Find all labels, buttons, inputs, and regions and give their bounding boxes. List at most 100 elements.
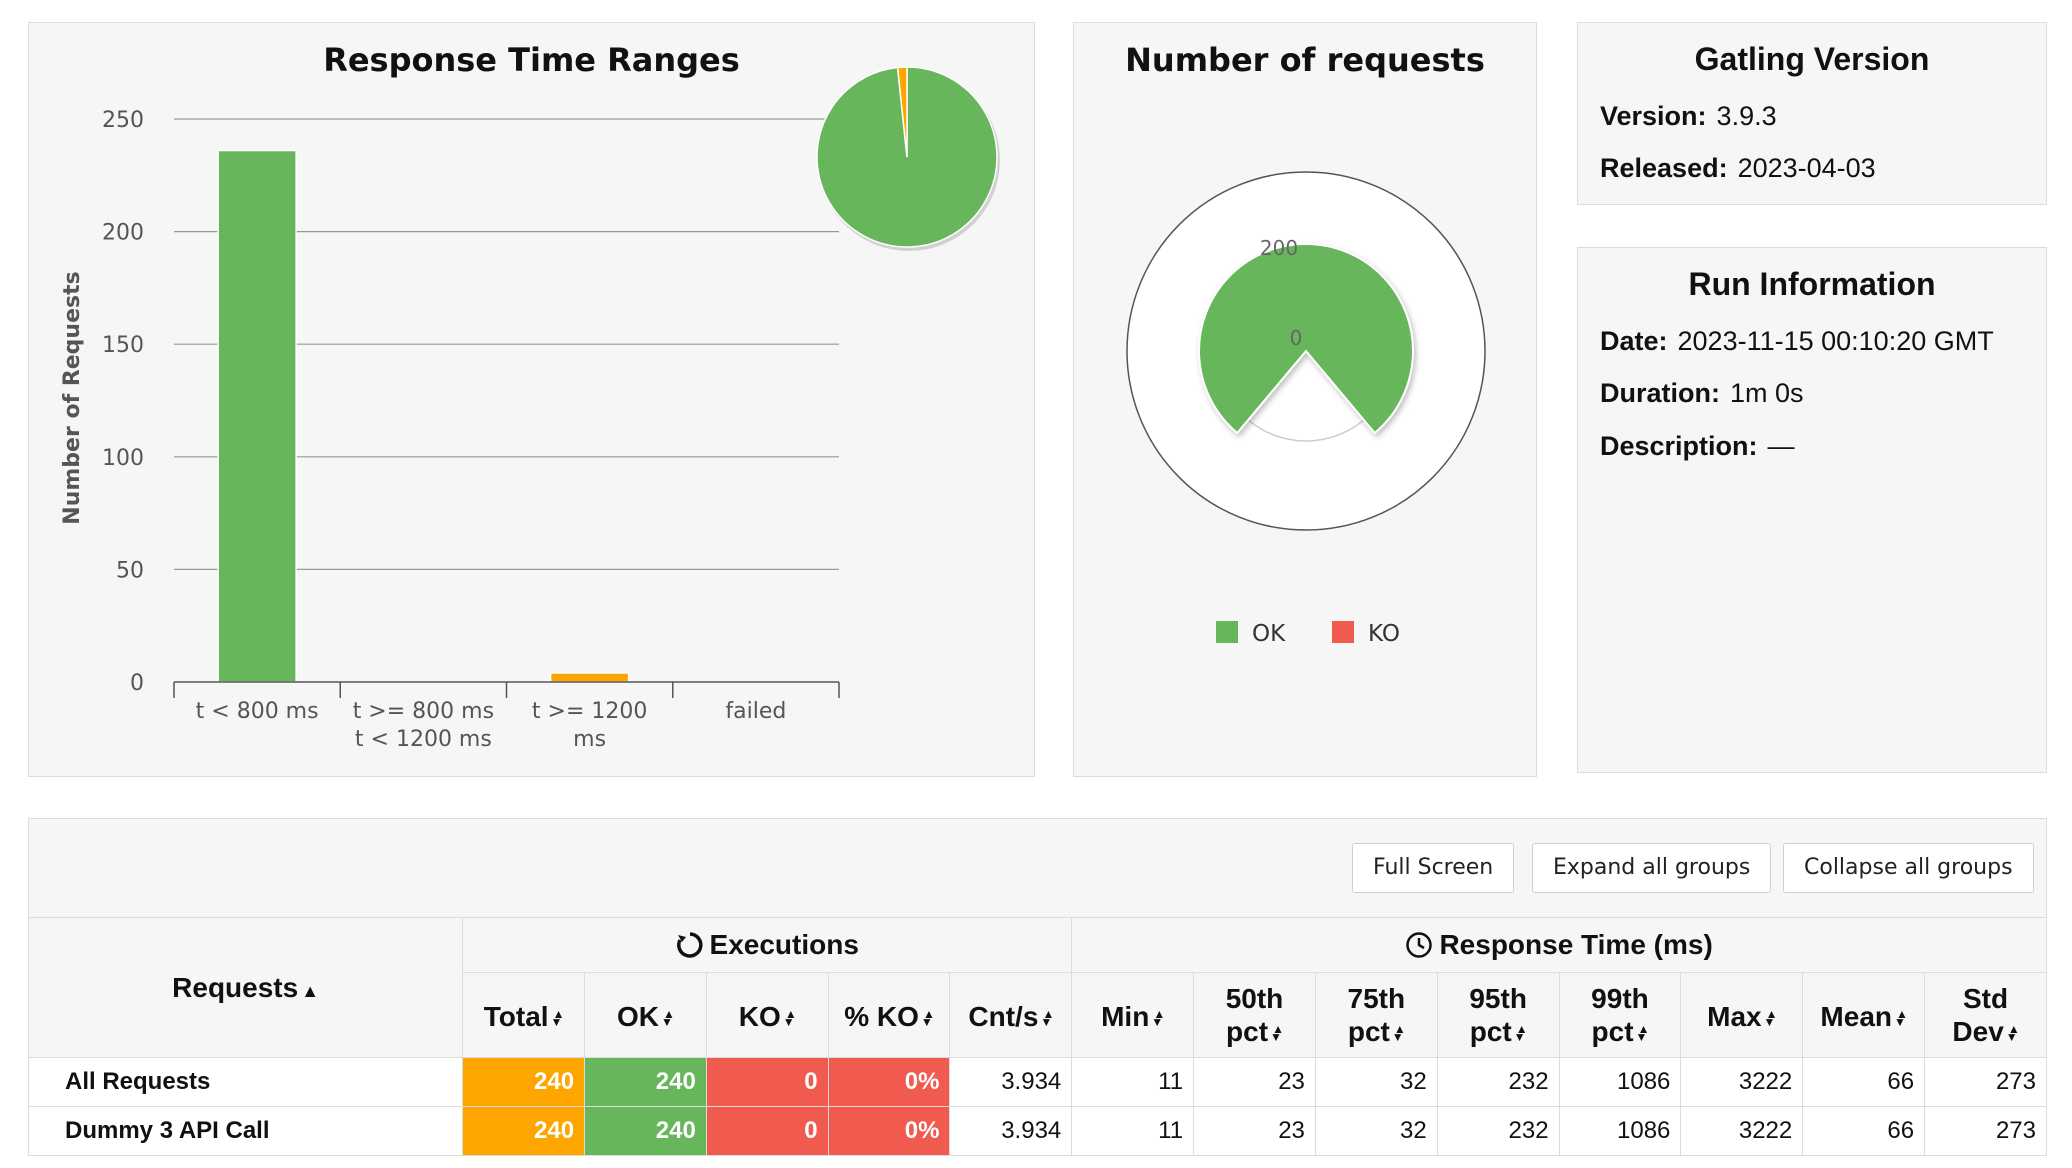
collapse-all-groups-button[interactable]: Collapse all groups: [1783, 843, 2034, 893]
cell-std: 273: [1924, 1057, 2047, 1107]
y-tick-label: 100: [102, 446, 144, 471]
table-row[interactable]: All Requests 240 240 0 0% 3.934 11 23 32 232 1086 3…: [27, 1057, 2047, 1107]
sort-icon: ▲▼: [1269, 1021, 1284, 1044]
cell-std: 273: [1924, 1106, 2047, 1156]
cell-total: 240: [462, 1106, 586, 1156]
column-header-line2: Mean: [1820, 1000, 1892, 1032]
polar-tick-0: 0: [1290, 326, 1303, 350]
column-header-line1: Std: [1962, 982, 2009, 1014]
bar-0[interactable]: [217, 149, 297, 683]
version-value: 3.9.3: [1716, 101, 1777, 131]
cell-min: 11: [1071, 1057, 1195, 1107]
sort-icon: ▲▼: [660, 1006, 675, 1029]
requests-header[interactable]: Requests ▲: [27, 917, 464, 1058]
column-header-line2: Cnt/s: [968, 1000, 1039, 1032]
sort-icon: ▲▼: [1635, 1021, 1650, 1044]
column-header-line2: Max: [1707, 1000, 1762, 1032]
executions-header: Executions: [462, 917, 1073, 973]
ok-slice: [1198, 243, 1414, 435]
cell-ko: 0: [705, 1106, 829, 1156]
date-label: Date:: [1600, 326, 1668, 356]
legend-ko[interactable]: KO: [1332, 621, 1400, 647]
column-header-ok[interactable]: OK ▲▼: [584, 972, 707, 1058]
version-row: Version: 3.9.3: [1600, 101, 1777, 132]
column-header-total[interactable]: Total ▲▼: [462, 972, 586, 1058]
number-of-requests-title: Number of requests: [1125, 41, 1485, 79]
expand-all-groups-button[interactable]: Expand all groups: [1532, 843, 1772, 893]
legend-ko-swatch: [1332, 621, 1354, 643]
cell-mean: 66: [1802, 1106, 1926, 1156]
response-time-ranges-panel: Response Time Ranges 0 50 100 150 200 250 t <…: [28, 22, 1035, 777]
column-header--ko[interactable]: % KO ▲▼: [827, 972, 951, 1058]
y-tick-label: 200: [102, 221, 144, 246]
column-header-ko[interactable]: KO ▲▼: [705, 972, 829, 1058]
sort-icon: ▲▼: [782, 1006, 797, 1029]
sort-icon: ▲▼: [1763, 1006, 1778, 1029]
bar-2[interactable]: [549, 672, 630, 683]
cell-p75: 32: [1314, 1106, 1438, 1156]
column-header-line1: 99th: [1591, 982, 1649, 1014]
column-header-line1: 75th: [1347, 982, 1406, 1014]
x-tick-label: t < 800 ms: [196, 699, 319, 724]
column-header-line1: 95th: [1469, 982, 1527, 1014]
x-tick-label: t >= 1200: [532, 699, 647, 724]
table-row[interactable]: Dummy 3 API Call 240 240 0 0% 3.934 11 23 32 232 1…: [27, 1106, 2047, 1156]
legend-ok-label: OK: [1252, 621, 1286, 647]
x-tick-label-line2: t < 1200 ms: [355, 727, 492, 752]
column-header-50th-pct[interactable]: 50th pct ▲▼: [1193, 972, 1316, 1058]
clock-icon: [1406, 932, 1433, 958]
date-value: 2023-11-15 00:10:20 GMT: [1677, 326, 1994, 356]
date-row: Date: 2023-11-15 00:10:20 GMT: [1600, 326, 1994, 357]
sort-icon: ▲▼: [1040, 1006, 1055, 1029]
sort-icon: ▲▼: [920, 1006, 935, 1029]
x-tick-label: t >= 800 ms: [353, 699, 494, 724]
duration-label: Duration:: [1600, 378, 1720, 408]
cell-p95: 232: [1436, 1057, 1560, 1107]
description-value: —: [1767, 431, 1795, 461]
cell-max: 3222: [1680, 1106, 1804, 1156]
column-header-mean[interactable]: Mean ▲▼: [1802, 972, 1926, 1058]
column-header-min[interactable]: Min ▲▼: [1071, 972, 1195, 1058]
requests-polar-chart: 200 0 OK KO: [1126, 171, 1486, 647]
cell-cnt-s: 3.934: [949, 1106, 1073, 1156]
gatling-version-panel: Gatling Version Version: 3.9.3 Released: 2…: [1577, 22, 2047, 205]
cell-p75: 32: [1314, 1057, 1438, 1107]
version-label: Version:: [1600, 101, 1707, 131]
column-header-cnt-s[interactable]: Cnt/s ▲▼: [949, 972, 1073, 1058]
number-of-requests-panel: Number of requests 200 0 OK KO: [1073, 22, 1537, 777]
column-header-line2: KO: [738, 1000, 781, 1032]
cell-p50: 23: [1193, 1106, 1316, 1156]
sort-icon: ▲▼: [2005, 1021, 2020, 1044]
column-header-max[interactable]: Max ▲▼: [1680, 972, 1804, 1058]
description-label: Description:: [1600, 431, 1758, 461]
column-header-Std-dev[interactable]: Std Dev ▲▼: [1924, 972, 2047, 1058]
released-row: Released: 2023-04-03: [1600, 153, 1876, 184]
statistics-panel: Full Screen Expand all groups Collapse a…: [28, 818, 2047, 917]
cell-p50: 23: [1193, 1057, 1316, 1107]
request-name[interactable]: All Requests: [27, 1057, 464, 1107]
y-tick-label: 50: [116, 558, 144, 583]
x-tick-label: failed: [725, 699, 786, 724]
legend-ko-label: KO: [1368, 621, 1400, 647]
x-tick-label-line2: ms: [573, 727, 606, 752]
column-header-75th-pct[interactable]: 75th pct ▲▼: [1314, 972, 1438, 1058]
cell-p99: 1086: [1558, 1057, 1682, 1107]
column-header-99th-pct[interactable]: 99th pct ▲▼: [1558, 972, 1682, 1058]
column-header-line2: OK: [617, 1000, 659, 1032]
sort-icon: ▲▼: [1513, 1021, 1528, 1044]
cell-ok: 240: [584, 1106, 707, 1156]
column-header-line2: pct: [1347, 1015, 1390, 1047]
y-tick-label: 250: [102, 108, 144, 133]
full-screen-button[interactable]: Full Screen: [1352, 843, 1515, 893]
run-information-panel: Run Information Date: 2023-11-15 00:10:20…: [1577, 247, 2047, 773]
requests-header-label: Requests: [172, 971, 299, 1003]
column-header-95th-pct[interactable]: 95th pct ▲▼: [1436, 972, 1560, 1058]
gatling-version-title: Gatling Version: [1694, 41, 1930, 77]
cell-min: 11: [1071, 1106, 1195, 1156]
legend-ok[interactable]: OK: [1216, 621, 1286, 647]
sort-asc-icon: ▲: [301, 980, 320, 1001]
request-name[interactable]: Dummy 3 API Call: [27, 1106, 464, 1156]
pie-slice-2[interactable]: [896, 66, 908, 158]
y-axis-label: Number of Requests: [60, 271, 85, 524]
column-header-line1: 50th: [1225, 982, 1284, 1014]
